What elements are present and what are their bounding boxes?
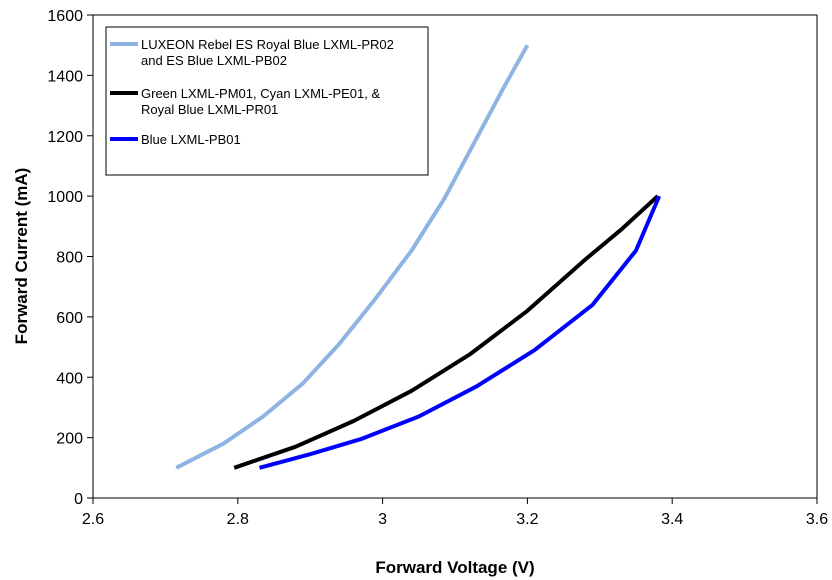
series-line-3 [258, 195, 662, 470]
series-line-2 [233, 194, 660, 470]
y-tick-label: 800 [56, 250, 83, 267]
y-tick-label: 0 [74, 491, 83, 508]
legend-label-1: and ES Blue LXML-PB02 [141, 53, 287, 68]
y-axis-title: Forward Current (mA) [12, 168, 31, 345]
legend-box [105, 26, 429, 176]
y-tick-label: 1200 [47, 129, 83, 146]
y-axis: 0 200 400 600 800 1000 1200 1400 1600 [47, 8, 93, 508]
legend-label-2: Royal Blue LXML-PR01 [141, 102, 278, 117]
y-tick-label: 1400 [47, 68, 83, 85]
x-tick-label: 2.8 [227, 511, 249, 528]
y-tick-label: 200 [56, 431, 83, 448]
x-axis: 2.6 2.8 3 3.2 3.4 3.6 [82, 498, 828, 528]
x-axis-title: Forward Voltage (V) [375, 558, 534, 577]
x-tick-label: 3 [378, 511, 387, 528]
x-tick-label: 3.6 [806, 511, 828, 528]
series-line-1 [175, 44, 530, 470]
legend-label-1: LUXEON Rebel ES Royal Blue LXML-PR02 [141, 37, 394, 52]
y-tick-label: 600 [56, 310, 83, 327]
y-tick-label: 1000 [47, 189, 83, 206]
series-lines [175, 44, 662, 470]
x-tick-label: 2.6 [82, 511, 104, 528]
y-tick-label: 1600 [47, 8, 83, 25]
legend-label-3: Blue LXML-PB01 [141, 132, 241, 147]
x-tick-label: 3.4 [661, 511, 683, 528]
legend: LUXEON Rebel ES Royal Blue LXML-PR02and … [105, 26, 429, 176]
x-tick-label: 3.2 [516, 511, 538, 528]
legend-label-2: Green LXML-PM01, Cyan LXML-PE01, & [141, 86, 380, 101]
y-tick-label: 400 [56, 370, 83, 387]
